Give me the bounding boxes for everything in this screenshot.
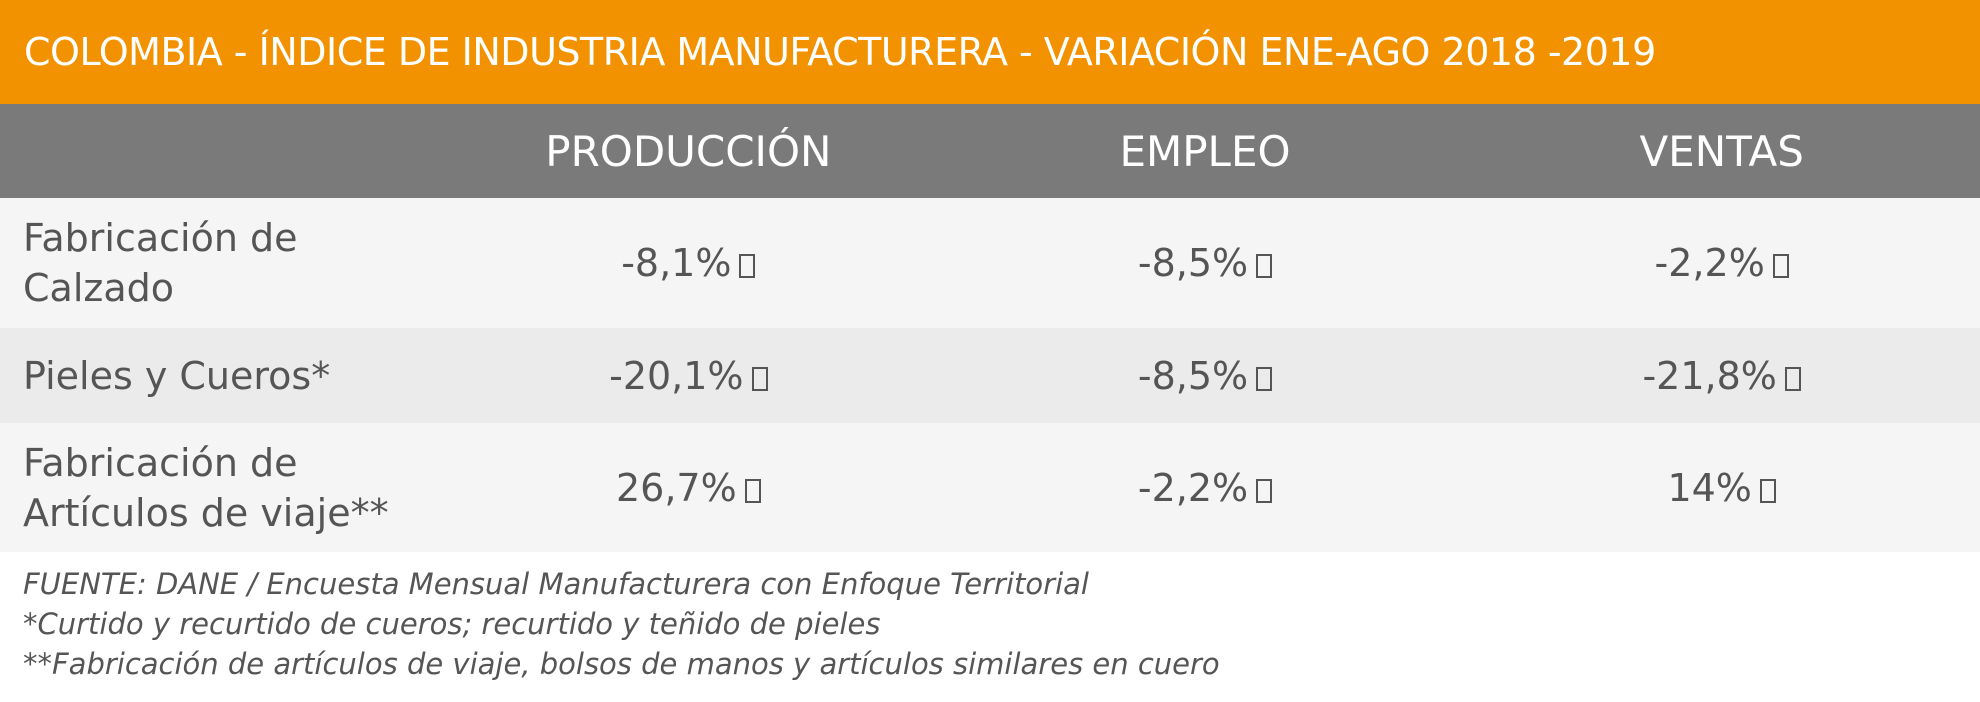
row-label-line: Fabricación de [23,440,298,485]
note: **Fabricación de artículos de viaje, bol… [23,647,1220,681]
cell-value: -8,5% [1137,353,1249,398]
cell-value: -21,8% [1642,353,1777,398]
row-label-line: Artículos de viaje** [23,490,389,535]
cell-value: -8,5% [1137,241,1249,285]
column-header: EMPLEO [1119,126,1291,176]
icon [739,254,756,278]
icon [1772,254,1789,278]
row-label-line: Fabricación de [23,216,298,260]
row-label-line: Calzado [23,266,174,310]
cell: 14% [1463,466,1980,510]
cell-value: -2,2% [1137,465,1249,510]
cell: -8,5% [947,354,1464,398]
icon [1256,366,1273,391]
cell: -8,1% [430,241,947,285]
icon [744,478,761,503]
header-row: PRODUCCIÓN EMPLEO VENTAS [0,104,1980,198]
icon [751,366,768,391]
icon [1256,478,1273,503]
table-row: Fabricación de Artículos de viaje** 26,7% -… [0,423,1980,552]
cell-value: 26,7% [615,465,737,510]
row-label: Pieles y Cueros* [0,351,430,401]
title-bar: COLOMBIA - ÍNDICE DE INDUSTRIA MANUFACTU… [0,0,1980,104]
cell-value: 14% [1667,465,1752,510]
cell: -2,2% [947,466,1464,510]
cell: -21,8% [1463,354,1980,398]
cell: 26,7% [430,466,947,510]
note: *Curtido y recurtido de cueros; recurtid… [23,607,881,641]
note: FUENTE: DANE / Encuesta Mensual Manufact… [23,567,1089,601]
table: PRODUCCIÓN EMPLEO VENTAS Fabricación de Calz… [0,104,1980,552]
cell-value: -2,2% [1654,241,1765,285]
icon [1784,366,1801,391]
column-header: PRODUCCIÓN [545,126,832,176]
row-label: Fabricación de Calzado [0,213,430,313]
cell: -8,5% [947,241,1464,285]
row-label-line: Pieles y Cueros* [23,353,331,398]
column-header: VENTAS [1639,126,1804,176]
cell: -2,2% [1463,241,1980,285]
row-label: Fabricación de Artículos de viaje** [0,438,430,538]
notes: FUENTE: DANE / Encuesta Mensual Manufact… [0,552,1980,684]
table-row: Fabricación de Calzado -8,1% -8,5% -2,2% [0,198,1980,328]
icon [1759,478,1776,503]
icon [1256,254,1273,278]
cell-value: -20,1% [609,353,744,398]
cell-value: -8,1% [621,241,732,285]
cell: -20,1% [430,354,947,398]
table-row: Pieles y Cueros* -20,1% -8,5% -21,8% [0,328,1980,423]
